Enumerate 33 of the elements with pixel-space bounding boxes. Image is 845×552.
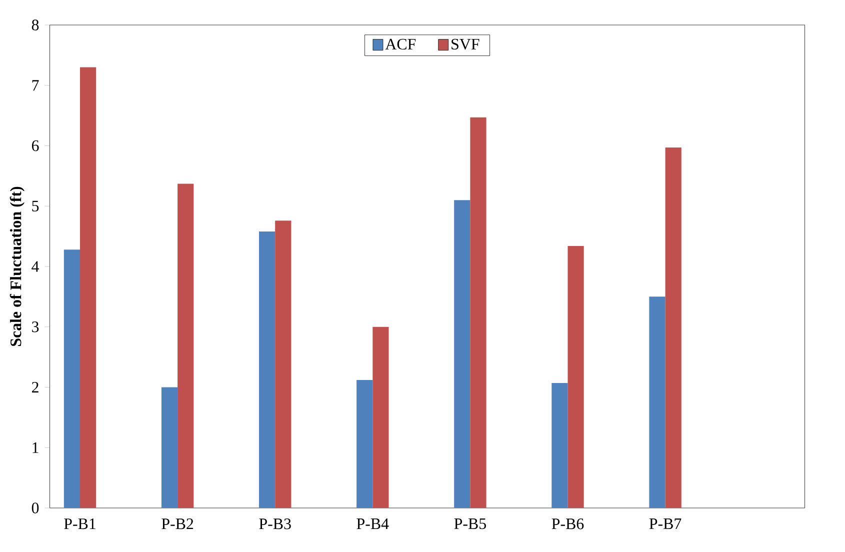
bar: [356, 380, 373, 508]
bar: [161, 387, 178, 508]
legend-label: ACF: [385, 38, 416, 50]
bar: [665, 148, 682, 508]
bar: [372, 326, 389, 508]
y-tick-label: 5: [32, 200, 39, 212]
y-tick-label: 3: [32, 322, 39, 332]
bar: [552, 383, 568, 508]
bar: [470, 117, 486, 508]
bar: [649, 296, 666, 508]
y-tick-label: 0: [32, 502, 39, 514]
y-axis-title: Scale of Fluctuation (ft): [10, 186, 24, 346]
bar: [80, 67, 96, 508]
x-tick-label: P-B4: [356, 518, 389, 530]
y-tick-label: 7: [32, 80, 39, 91]
legend-label: SVF: [452, 38, 480, 50]
x-tick-label: P-B2: [162, 518, 194, 530]
x-tick-label: P-B1: [64, 518, 96, 530]
x-tick-label: P-B5: [454, 518, 486, 530]
bar: [275, 220, 292, 508]
y-tick-label: 4: [32, 261, 40, 272]
bar: [178, 184, 194, 508]
bar: [454, 200, 470, 508]
bar: [568, 246, 584, 508]
y-tick-label: 6: [32, 140, 39, 152]
bar: [64, 250, 80, 508]
x-tick-label: P-B6: [552, 518, 584, 530]
x-tick-label: P-B7: [649, 518, 682, 529]
y-tick-label: 2: [32, 382, 38, 393]
y-tick-label: 1: [32, 442, 38, 453]
bar: [259, 231, 276, 508]
y-tick-label: 8: [32, 20, 39, 30]
x-tick-label: P-B3: [259, 518, 291, 530]
